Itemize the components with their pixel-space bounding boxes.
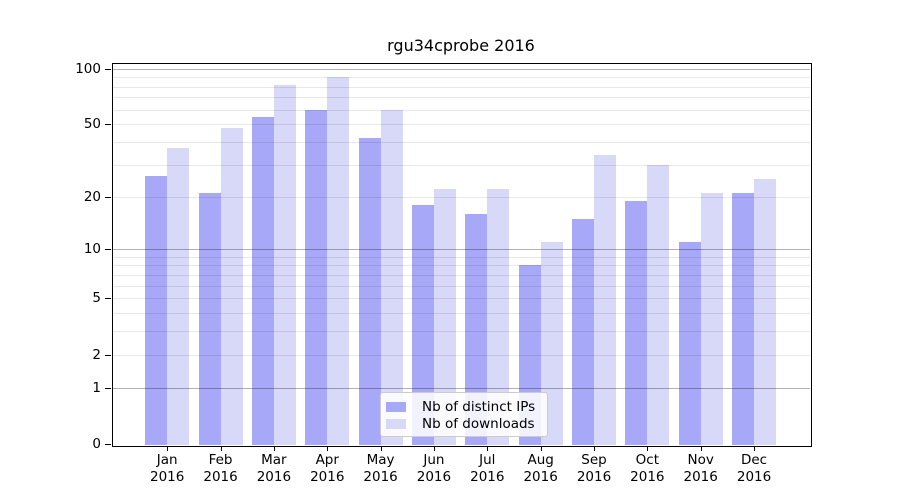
gridline-minor [112, 313, 810, 315]
bar-downloads-mar [273, 84, 296, 445]
x-tick-label-sep: Sep 2016 [576, 452, 612, 485]
y-tick-label: 2 [92, 346, 101, 363]
y-tick-label: 50 [83, 116, 101, 133]
x-tick-mark [754, 446, 756, 451]
y-tick-label: 5 [92, 290, 101, 307]
bar-downloads-nov [700, 192, 723, 445]
x-tick-mark [540, 446, 542, 451]
x-tick-mark [220, 446, 222, 451]
gridline-minor [112, 256, 810, 258]
bar-ips-apr [305, 109, 328, 445]
x-tick-label-feb: Feb 2016 [203, 452, 238, 485]
bar-downloads-jan [167, 148, 190, 445]
x-tick-label-jan: Jan 2016 [150, 452, 185, 485]
legend-item-downloads: Nb of downloads [386, 415, 539, 432]
legend-label-downloads: Nb of downloads [422, 415, 535, 432]
legend-swatch-downloads [386, 418, 406, 429]
legend-item-distinct-ips: Nb of distinct IPs [386, 398, 539, 415]
y-tick-label: 100 [75, 60, 101, 77]
y-tick-mark [105, 444, 111, 446]
y-tick-mark [105, 249, 111, 251]
bar-ips-jun [411, 204, 434, 445]
x-tick-mark [327, 446, 329, 451]
x-tick-label-mar: Mar 2016 [256, 452, 292, 485]
x-tick-mark [380, 446, 382, 451]
y-tick-mark [105, 298, 111, 300]
gridline-minor [112, 124, 810, 126]
y-tick-mark [105, 68, 111, 70]
bar-ips-feb [198, 192, 221, 445]
gridline-minor [112, 196, 810, 198]
bar-downloads-apr [327, 77, 350, 445]
y-tick-mark [105, 387, 111, 389]
bar-downloads-jul [487, 189, 510, 445]
bar-downloads-jun [433, 189, 456, 445]
gridline-major [112, 249, 810, 251]
gridline-minor [112, 298, 810, 300]
bar-ips-jan [145, 176, 168, 445]
x-tick-mark [433, 446, 435, 451]
gridline-minor [112, 77, 810, 79]
y-tick-mark [105, 196, 111, 198]
x-tick-label-may: May 2016 [363, 452, 398, 485]
gridline-minor [112, 265, 810, 267]
gridline-minor [112, 164, 810, 166]
y-tick-label: 20 [83, 188, 101, 205]
bar-ips-nov [678, 242, 701, 445]
gridline-minor [112, 97, 810, 99]
y-tick-mark [105, 354, 111, 356]
y-tick-mark [105, 124, 111, 126]
x-tick-label-apr: Apr 2016 [310, 452, 345, 485]
x-tick-mark [647, 446, 649, 451]
bar-downloads-dec [754, 179, 777, 445]
gridline-minor [112, 86, 810, 88]
x-tick-mark [594, 446, 595, 451]
gridline-minor [112, 142, 810, 144]
gridline-minor [112, 354, 810, 356]
gridline-major [112, 387, 810, 389]
bar-downloads-feb [220, 127, 243, 445]
y-tick-label: 0 [92, 436, 101, 453]
y-tick-label: 1 [92, 379, 101, 396]
x-tick-mark [700, 446, 702, 451]
bar-ips-oct [625, 200, 648, 445]
x-tick-mark [167, 446, 169, 451]
x-tick-label-oct: Oct 2016 [630, 452, 665, 485]
legend-label-ips: Nb of distinct IPs [422, 398, 536, 415]
y-tick-label: 10 [83, 241, 101, 258]
gridline-major [112, 68, 810, 70]
x-tick-label-nov: Nov 2016 [683, 452, 718, 485]
chart-title: rgu34cprobe 2016 [387, 36, 535, 55]
gridline-minor [112, 275, 810, 277]
legend: Nb of distinct IPs Nb of downloads [380, 392, 548, 437]
bar-ips-mar [251, 116, 274, 445]
x-tick-label-dec: Dec 2016 [736, 452, 772, 485]
x-tick-mark [273, 446, 275, 451]
bar-ips-dec [732, 192, 755, 445]
bar-downloads-sep [594, 155, 616, 445]
x-tick-label-jun: Jun 2016 [416, 452, 452, 485]
bar-downloads-may [380, 109, 403, 445]
x-tick-label-aug: Aug 2016 [523, 452, 558, 485]
gridline-minor [112, 109, 810, 111]
legend-swatch-ips [386, 401, 406, 412]
bar-ips-sep [572, 218, 594, 445]
bar-ips-jul [465, 213, 488, 445]
x-tick-label-jul: Jul 2016 [470, 452, 505, 485]
bar-ips-may [358, 138, 381, 445]
x-tick-mark [487, 446, 489, 451]
gridline-minor [112, 285, 810, 287]
gridline-minor [112, 331, 810, 333]
bar-downloads-oct [647, 164, 670, 445]
